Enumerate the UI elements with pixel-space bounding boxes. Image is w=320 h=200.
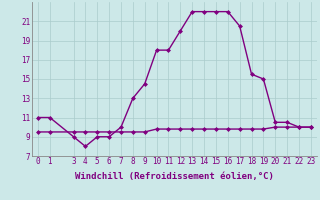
X-axis label: Windchill (Refroidissement éolien,°C): Windchill (Refroidissement éolien,°C): [75, 172, 274, 181]
